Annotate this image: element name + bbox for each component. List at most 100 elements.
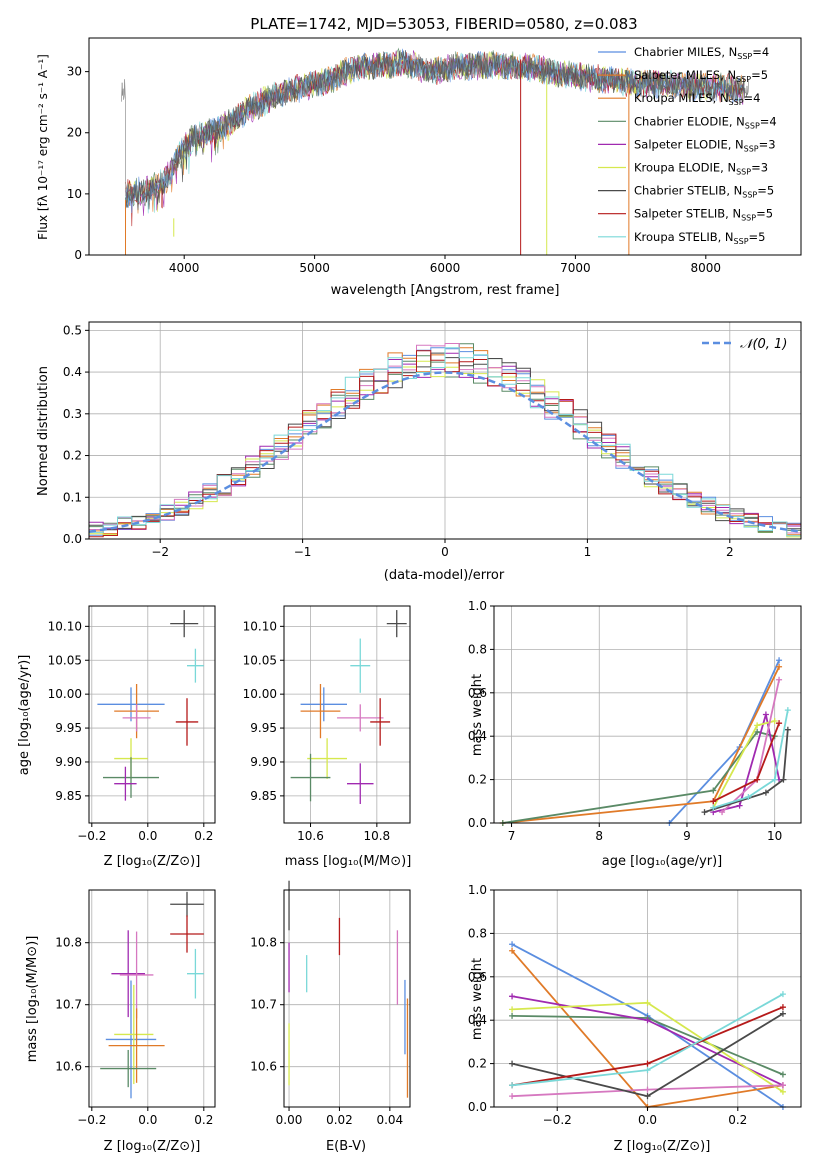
weight-marker xyxy=(509,1060,516,1067)
spectrum-c5-line xyxy=(125,51,745,212)
y-tick-label: 0.6 xyxy=(468,970,487,984)
weight-marker xyxy=(776,657,783,664)
weight-marker xyxy=(776,676,783,683)
weight-line-c1 xyxy=(668,659,780,824)
residual-xticks: −2 −1 0 1 2 xyxy=(151,539,734,559)
y-tick-label: 0 xyxy=(74,248,82,262)
panel-frame xyxy=(88,889,216,1108)
y-tick-label: 0.8 xyxy=(468,926,487,940)
za-ylabel: age [log₁₀(age/yr)] xyxy=(17,655,32,776)
weight-marker xyxy=(509,1082,516,1089)
weight-marker xyxy=(779,1082,786,1089)
x-tick-label: 0.02 xyxy=(326,1113,353,1127)
weight-marker xyxy=(779,991,786,998)
gaussian-curve xyxy=(88,371,802,533)
weight-marker xyxy=(509,1093,516,1100)
x-tick-label: −0.2 xyxy=(77,1113,106,1127)
weight-line-c7 xyxy=(704,729,789,813)
y-tick-label: 0.1 xyxy=(63,490,82,504)
y-tick-label: 10.8 xyxy=(250,936,277,950)
residual-ylabel: Normed distribution xyxy=(36,366,51,496)
weight-marker xyxy=(745,793,752,800)
weight-marker xyxy=(509,1012,516,1019)
y-tick-label: 10.00 xyxy=(243,687,277,701)
weight-marker xyxy=(701,809,708,816)
spectrum-yticks: 0 10 20 30 xyxy=(67,65,89,262)
y-tick-label: 0.4 xyxy=(63,365,82,379)
y-tick-label: 10.00 xyxy=(48,687,82,701)
spectrum-ylabel: Flux [fλ 10⁻¹⁷ erg cm⁻² s⁻¹ A⁻¹] xyxy=(36,54,50,240)
y-tick-label: 30 xyxy=(67,65,82,79)
y-tick-label: 10.10 xyxy=(243,619,277,633)
y-tick-label: 10.6 xyxy=(55,1060,82,1074)
x-tick-label: 8 xyxy=(595,829,603,843)
x-tick-label: 10.6 xyxy=(297,829,324,843)
weight-marker xyxy=(509,1006,516,1013)
y-tick-label: 9.95 xyxy=(55,721,82,735)
y-tick-label: 10.05 xyxy=(243,653,277,667)
y-tick-label: 1.0 xyxy=(468,599,487,613)
za-xlabel: Z [log₁₀(Z/Z⊙)] xyxy=(104,854,201,869)
legend-label: Salpeter MILES, NSSP=5 xyxy=(634,68,768,84)
zm-ylabel: mass [log₁₀(M/M⊙)] xyxy=(25,936,40,1063)
y-tick-label: 9.85 xyxy=(250,789,277,803)
x-tick-label: 0.0 xyxy=(138,1113,157,1127)
mwz-xlabel: Z [log₁₀(Z/Z⊙)] xyxy=(614,1139,711,1154)
y-tick-label: 10.8 xyxy=(55,936,82,950)
panel-frame xyxy=(283,605,411,824)
weight-marker xyxy=(779,1071,786,1078)
legend-label: Salpeter ELODIE, NSSP=3 xyxy=(634,137,776,153)
weight-marker xyxy=(644,999,651,1006)
weight-marker xyxy=(779,1004,786,1011)
weight-marker xyxy=(644,1086,651,1093)
y-tick-label: 0.8 xyxy=(468,642,487,656)
mwa-ylabel: mass weight xyxy=(470,674,485,756)
panel-massweight-z: −0.2 0.0 0.2 0.0 0.2 0.4 0.6 0.8 1.0 xyxy=(468,883,802,1127)
y-tick-label: 10.7 xyxy=(55,998,82,1012)
weight-marker xyxy=(762,711,769,718)
weight-marker xyxy=(710,787,717,794)
weight-marker xyxy=(644,1093,651,1100)
panel-frame xyxy=(493,605,802,824)
y-tick-label: 0.4 xyxy=(468,729,487,743)
histogram-c9 xyxy=(89,347,801,537)
y-tick-label: 10.05 xyxy=(48,653,82,667)
y-tick-label: 0.3 xyxy=(63,407,82,421)
x-tick-label: 0.0 xyxy=(138,829,157,843)
x-tick-label: −0.2 xyxy=(77,829,106,843)
spectrum-title: PLATE=1742, MJD=53053, FIBERID=0580, z=0… xyxy=(250,15,637,33)
panel-frame xyxy=(88,605,216,824)
weight-marker xyxy=(754,728,761,735)
weight-marker xyxy=(771,776,778,783)
weight-marker xyxy=(644,1067,651,1074)
x-tick-label: 1 xyxy=(584,545,592,559)
y-tick-label: 0.4 xyxy=(468,1013,487,1027)
weight-marker xyxy=(710,798,717,805)
x-tick-label: 0.00 xyxy=(276,1113,303,1127)
residual-plot xyxy=(88,343,802,538)
panel-ebv-mass: 0.00 0.02 0.04 10.6 10.7 10.8 xyxy=(250,880,411,1127)
legend-label: Chabrier MILES, NSSP=4 xyxy=(634,45,769,61)
x-tick-label: 7000 xyxy=(560,261,591,275)
y-tick-label: 20 xyxy=(67,126,82,140)
x-tick-label: 0.0 xyxy=(638,1113,657,1127)
spectrum-xticks: 4000 5000 6000 7000 8000 xyxy=(169,255,721,275)
x-tick-label: 0 xyxy=(441,545,449,559)
y-tick-label: 10 xyxy=(67,187,82,201)
panel-z-age: −0.2 0.0 0.2 9.85 9.90 9.95 10.00 10.05 10.10 xyxy=(48,605,216,843)
weight-marker xyxy=(779,1088,786,1095)
weight-line-c9 xyxy=(713,710,789,809)
x-tick-label: 10 xyxy=(767,829,782,843)
weight-marker xyxy=(736,802,743,809)
legend-label: Salpeter STELIB, NSSP=5 xyxy=(634,207,773,223)
x-tick-label: 5000 xyxy=(299,261,330,275)
weight-marker xyxy=(509,947,516,954)
x-tick-label: −1 xyxy=(294,545,312,559)
spectrum-plot xyxy=(121,47,749,255)
x-tick-label: 0.04 xyxy=(376,1113,403,1127)
weight-line-c3 xyxy=(502,730,775,824)
weight-marker xyxy=(509,941,516,948)
y-tick-label: 1.0 xyxy=(468,883,487,897)
x-tick-label: −0.2 xyxy=(543,1113,572,1127)
weight-marker xyxy=(509,993,516,1000)
